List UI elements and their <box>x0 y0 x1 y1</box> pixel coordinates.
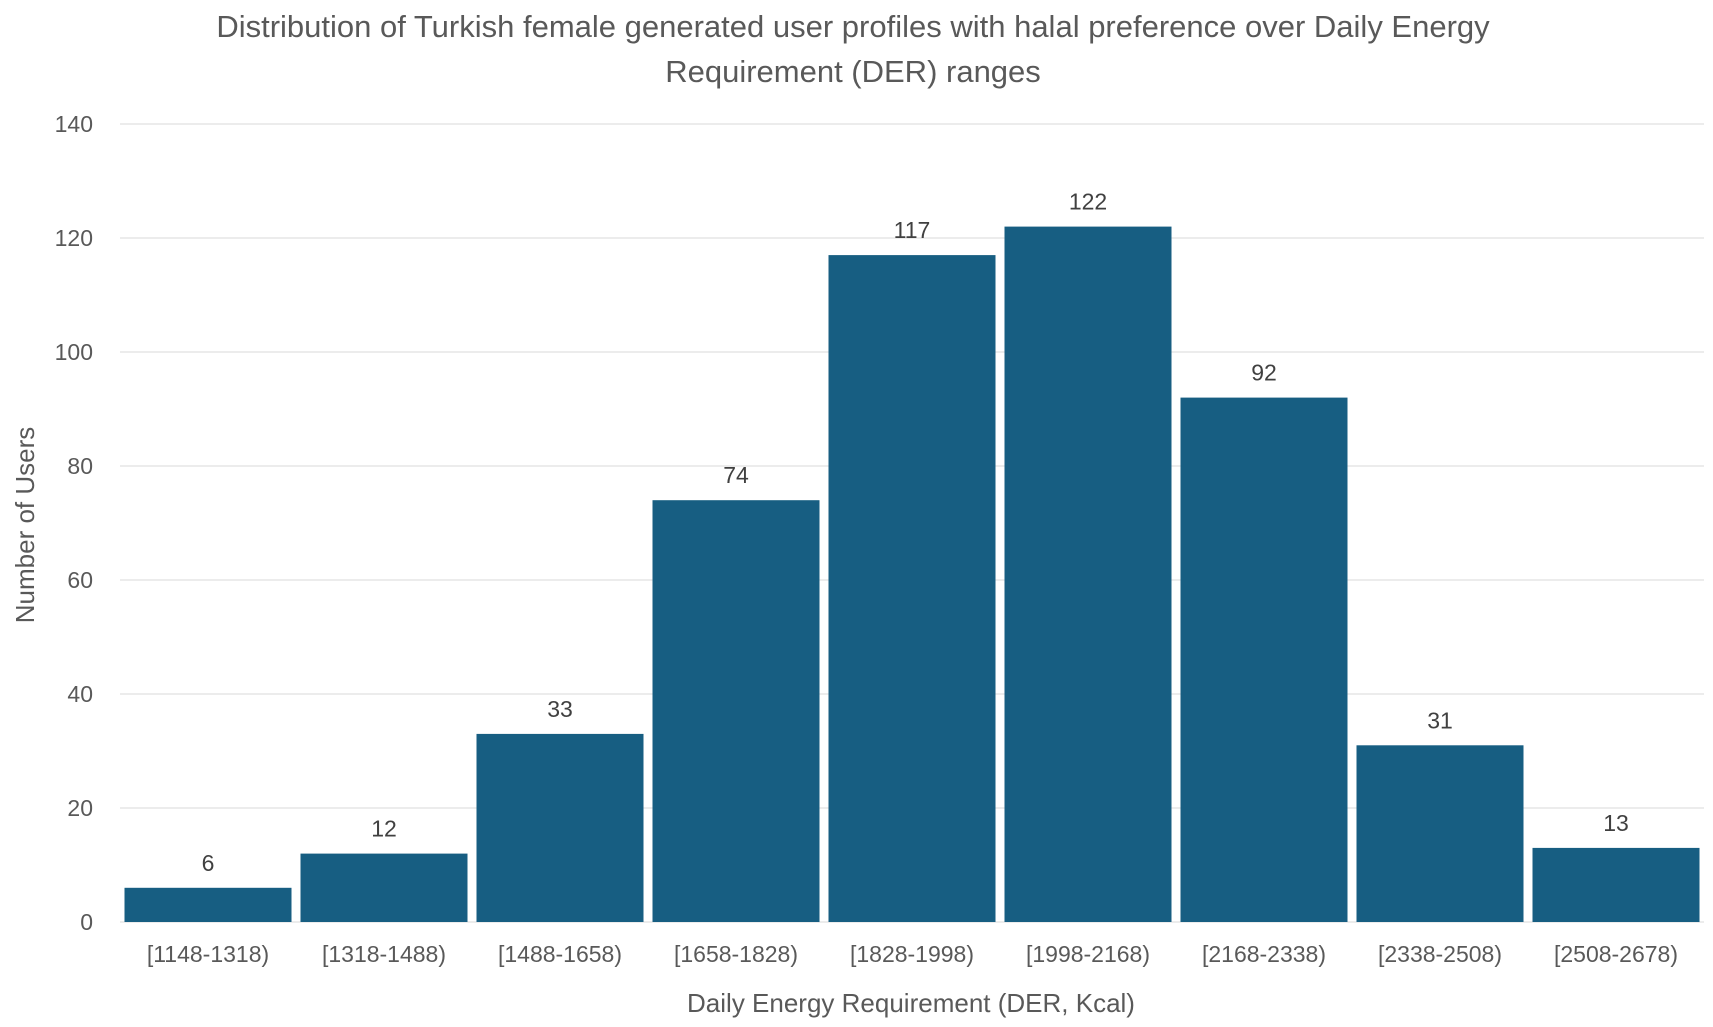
y-tick-label: 60 <box>67 567 93 593</box>
x-tick-label: [2508-2678) <box>1554 941 1678 967</box>
bar <box>476 733 644 922</box>
bar <box>1004 226 1172 923</box>
bar <box>1180 397 1348 923</box>
y-tick-label: 80 <box>67 453 93 479</box>
x-tick-label: [1998-2168) <box>1026 941 1150 967</box>
x-tick-label: [1148-1318) <box>147 941 269 967</box>
y-axis-title: Number of Users <box>10 427 40 624</box>
y-tick-label: 120 <box>55 225 93 251</box>
bar-value-label: 6 <box>202 850 215 876</box>
bar <box>124 887 292 922</box>
x-tick-label: [1658-1828) <box>674 941 798 967</box>
y-axis-tick-labels: 0 20 40 60 80 100 120 140 <box>55 111 93 935</box>
bar-value-label: 33 <box>547 696 573 722</box>
bar-value-label: 13 <box>1603 810 1629 836</box>
chart-title-line-2: Requirement (DER) ranges <box>665 54 1041 89</box>
bar-data-labels: 6 12 33 74 117 122 92 31 13 <box>202 189 1629 876</box>
x-tick-label: [1318-1488) <box>322 941 446 967</box>
y-tick-label: 100 <box>55 339 93 365</box>
bar <box>1356 745 1524 922</box>
bar <box>652 500 820 922</box>
y-tick-label: 140 <box>55 111 93 137</box>
x-tick-label: [1828-1998) <box>850 941 974 967</box>
x-tick-label: [2338-2508) <box>1378 941 1502 967</box>
bar-value-label: 92 <box>1251 360 1277 386</box>
bar-series <box>124 226 1700 923</box>
bar-value-label: 74 <box>723 462 749 488</box>
bar <box>828 255 996 923</box>
bar-value-label: 117 <box>894 217 931 243</box>
x-axis-title: Daily Energy Requirement (DER, Kcal) <box>687 988 1135 1018</box>
x-tick-label: [1488-1658) <box>498 941 622 967</box>
y-tick-label: 40 <box>67 681 93 707</box>
x-tick-label: [2168-2338) <box>1202 941 1326 967</box>
chart-title-line-1: Distribution of Turkish female generated… <box>216 9 1490 44</box>
y-tick-label: 20 <box>67 795 93 821</box>
bar-value-label: 12 <box>371 816 397 842</box>
y-tick-label: 0 <box>80 909 93 935</box>
chart-title: Distribution of Turkish female generated… <box>216 9 1490 89</box>
bar-value-label: 122 <box>1069 189 1107 215</box>
x-axis-tick-labels: [1148-1318) [1318-1488) [1488-1658) [1658-1… <box>147 941 1678 967</box>
bar <box>1532 847 1700 922</box>
bar-value-label: 31 <box>1427 707 1453 733</box>
bar <box>300 853 468 922</box>
